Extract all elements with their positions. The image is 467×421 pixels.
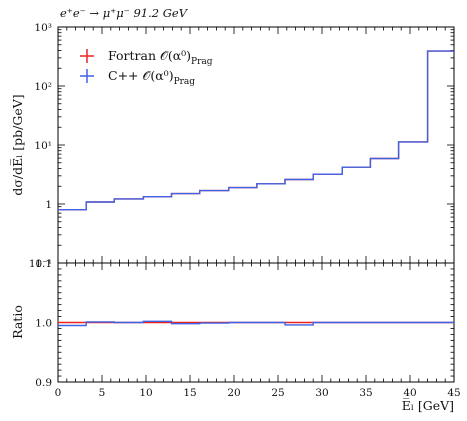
main-series-group: [58, 50, 454, 211]
x-tick-label: 0: [55, 387, 62, 399]
y-tick-label: 10²: [34, 81, 52, 93]
legend-label-cpp: C++ 𝒪(α⁰)Prag: [108, 68, 195, 87]
series-cpp-line: [58, 50, 454, 211]
x-tick-label: 15: [183, 387, 196, 399]
x-tick-label: 35: [359, 387, 372, 399]
legend-label-fortran-main: Fortran 𝒪(α⁰): [108, 48, 191, 63]
y-tick-label: 1: [45, 199, 52, 211]
x-tick-label: 45: [447, 387, 460, 399]
main-y-axis: 10⁻¹ 1 10¹ 10² 10³: [29, 22, 454, 270]
ratio-tick-label: 0.9: [35, 377, 52, 389]
x-tick-label: 10: [139, 387, 152, 399]
legend-label-fortran: Fortran 𝒪(α⁰)Prag: [108, 48, 213, 67]
legend-label-fortran-sub: Prag: [191, 57, 213, 67]
x-axis: 0 5 10 15 20 25 30 35 40 45: [55, 27, 461, 399]
ratio-cpp-line: [58, 320, 454, 327]
legend-label-cpp-main: C++ 𝒪(α⁰): [108, 68, 174, 83]
chart-title: e⁺e⁻ → μ⁺μ⁻ 91.2 GeV: [60, 6, 189, 20]
legend-label-cpp-sub: Prag: [174, 77, 196, 87]
x-tick-label: 25: [271, 387, 284, 399]
x-tick-label: 20: [227, 387, 240, 399]
legend: Fortran 𝒪(α⁰)Prag C++ 𝒪(α⁰)Prag: [80, 48, 213, 87]
x-axis-label: E̅ₗ [GeV]: [402, 398, 454, 413]
ratio-y-axis-label: Ratio: [10, 305, 25, 339]
main-y-axis-label: dσ/dE̅ₗ [pb/GeV]: [10, 94, 25, 195]
y-tick-label: 10⁻¹: [29, 258, 52, 270]
y-tick-label: 10³: [34, 22, 52, 34]
x-tick-label: 40: [403, 387, 416, 399]
legend-marker-fortran: [80, 49, 94, 63]
y-tick-label: 10¹: [34, 140, 52, 152]
ratio-tick-label: 1.1: [35, 258, 52, 270]
legend-marker-cpp: [80, 69, 94, 83]
ratio-y-axis: 0.9 1.0 1.1: [35, 258, 454, 389]
x-tick-label: 5: [99, 387, 106, 399]
ratio-tick-label: 1.0: [35, 318, 52, 330]
x-tick-label: 30: [315, 387, 328, 399]
ratio-series-group: [58, 320, 454, 327]
